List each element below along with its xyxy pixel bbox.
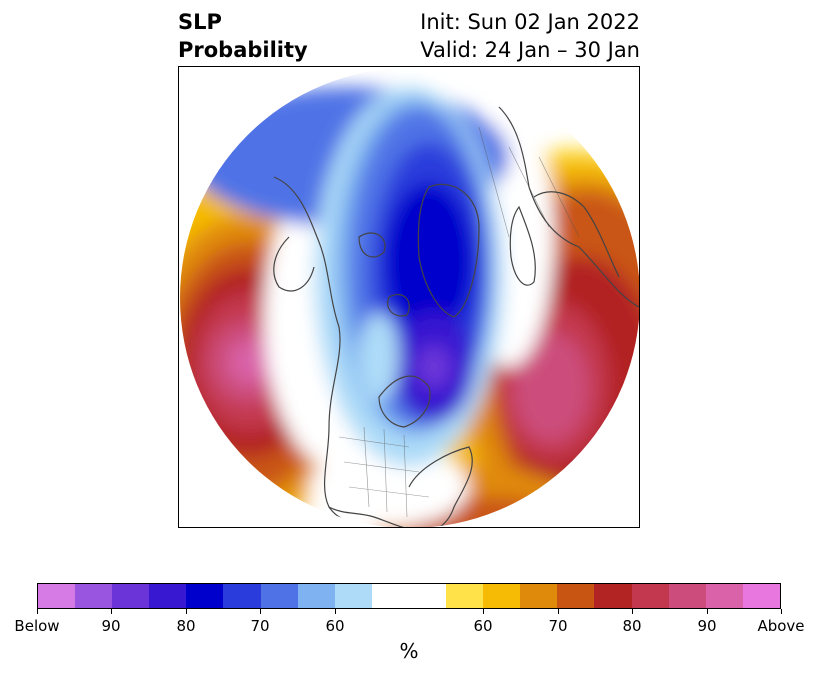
colorbar-segment: [297, 584, 335, 608]
colorbar-tick-label: 70: [548, 617, 568, 635]
colorbar-tick-label: 80: [176, 617, 196, 635]
colorbar-tick-label: Below: [14, 617, 60, 635]
colorbar-tick-label: Above: [757, 617, 805, 635]
colorbar-tick-mark: [707, 609, 708, 614]
colorbar: [37, 583, 781, 609]
title-right: Init: Sun 02 Jan 2022 Valid: 24 Jan – 30…: [420, 8, 640, 64]
colorbar-segment: [446, 584, 484, 608]
colorbar-segment: [186, 584, 224, 608]
title-metric: Probability: [178, 38, 308, 62]
colorbar-segment: [742, 584, 780, 608]
colorbar-tick-label: 80: [622, 617, 642, 635]
title-left: SLP Probability: [178, 8, 308, 64]
colorbar-tick-mark: [781, 609, 782, 614]
valid-range: Valid: 24 Jan – 30 Jan: [420, 38, 640, 62]
colorbar-tick-mark: [335, 609, 336, 614]
colorbar-segment: [520, 584, 558, 608]
colorbar-tick-label: 90: [697, 617, 717, 635]
colorbar-segment: [149, 584, 187, 608]
colorbar-segment: [371, 584, 409, 608]
coastline-lines: [273, 106, 639, 527]
colorbar-segment: [112, 584, 150, 608]
colorbar-tick-label: 90: [101, 617, 121, 635]
colorbar-segment: [483, 584, 521, 608]
colorbar-tick-mark: [558, 609, 559, 614]
colorbar-segment: [408, 584, 447, 608]
colorbar-segment: [260, 584, 298, 608]
colorbar-tick-mark: [260, 609, 261, 614]
colorbar-tick-mark: [111, 609, 112, 614]
colorbar-segment: [557, 584, 595, 608]
political-boundaries: [338, 126, 580, 518]
colorbar-segment: [668, 584, 706, 608]
init-date: Init: Sun 02 Jan 2022: [420, 10, 640, 34]
colorbar-tick-mark: [186, 609, 187, 614]
colorbar-tick-mark: [483, 609, 484, 614]
colorbar-segment: [705, 584, 743, 608]
title-variable: SLP: [178, 10, 222, 34]
colorbar-segment: [334, 584, 372, 608]
map-panel: [178, 66, 640, 528]
colorbar-segment: [594, 584, 632, 608]
colorbar-tick-mark: [37, 609, 38, 614]
colorbar-tick-label: 60: [473, 617, 493, 635]
colorbar-segment: [38, 584, 76, 608]
colorbar-tick-label: 70: [250, 617, 270, 635]
colorbar-tick-label: 60: [325, 617, 345, 635]
colorbar-segment: [75, 584, 113, 608]
probability-map: [180, 68, 639, 527]
colorbar-unit-label: %: [399, 639, 419, 663]
colorbar-tick-mark: [632, 609, 633, 614]
colorbar-segment: [631, 584, 669, 608]
colorbar-segment: [223, 584, 261, 608]
